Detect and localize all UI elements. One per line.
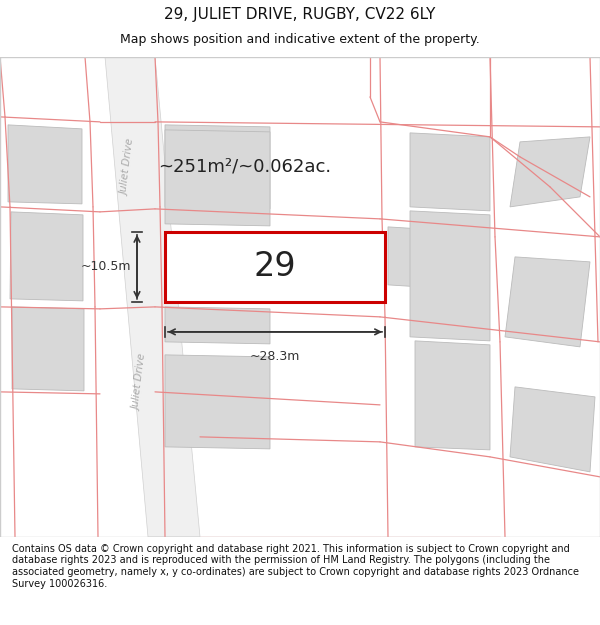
Polygon shape xyxy=(105,57,200,537)
Polygon shape xyxy=(165,355,270,449)
Polygon shape xyxy=(510,387,595,472)
Polygon shape xyxy=(165,125,270,209)
Text: ~10.5m: ~10.5m xyxy=(80,261,131,273)
Text: 29, JULIET DRIVE, RUGBY, CV22 6LY: 29, JULIET DRIVE, RUGBY, CV22 6LY xyxy=(164,8,436,22)
Polygon shape xyxy=(12,307,84,391)
Text: 29: 29 xyxy=(254,251,296,283)
Polygon shape xyxy=(415,341,490,450)
Text: ~28.3m: ~28.3m xyxy=(250,350,300,363)
Polygon shape xyxy=(165,130,270,226)
Polygon shape xyxy=(510,137,590,207)
Text: Contains OS data © Crown copyright and database right 2021. This information is : Contains OS data © Crown copyright and d… xyxy=(12,544,579,589)
Polygon shape xyxy=(505,257,590,347)
Polygon shape xyxy=(410,211,490,341)
Bar xyxy=(165,232,385,302)
Polygon shape xyxy=(388,227,420,287)
Text: Map shows position and indicative extent of the property.: Map shows position and indicative extent… xyxy=(120,33,480,46)
Text: Juliet Drive: Juliet Drive xyxy=(119,138,136,196)
Polygon shape xyxy=(8,125,82,204)
Polygon shape xyxy=(165,307,270,344)
Text: ~251m²/~0.062ac.: ~251m²/~0.062ac. xyxy=(158,158,332,176)
Polygon shape xyxy=(410,133,490,211)
Text: Juliet Drive: Juliet Drive xyxy=(131,353,148,411)
Polygon shape xyxy=(10,212,83,301)
